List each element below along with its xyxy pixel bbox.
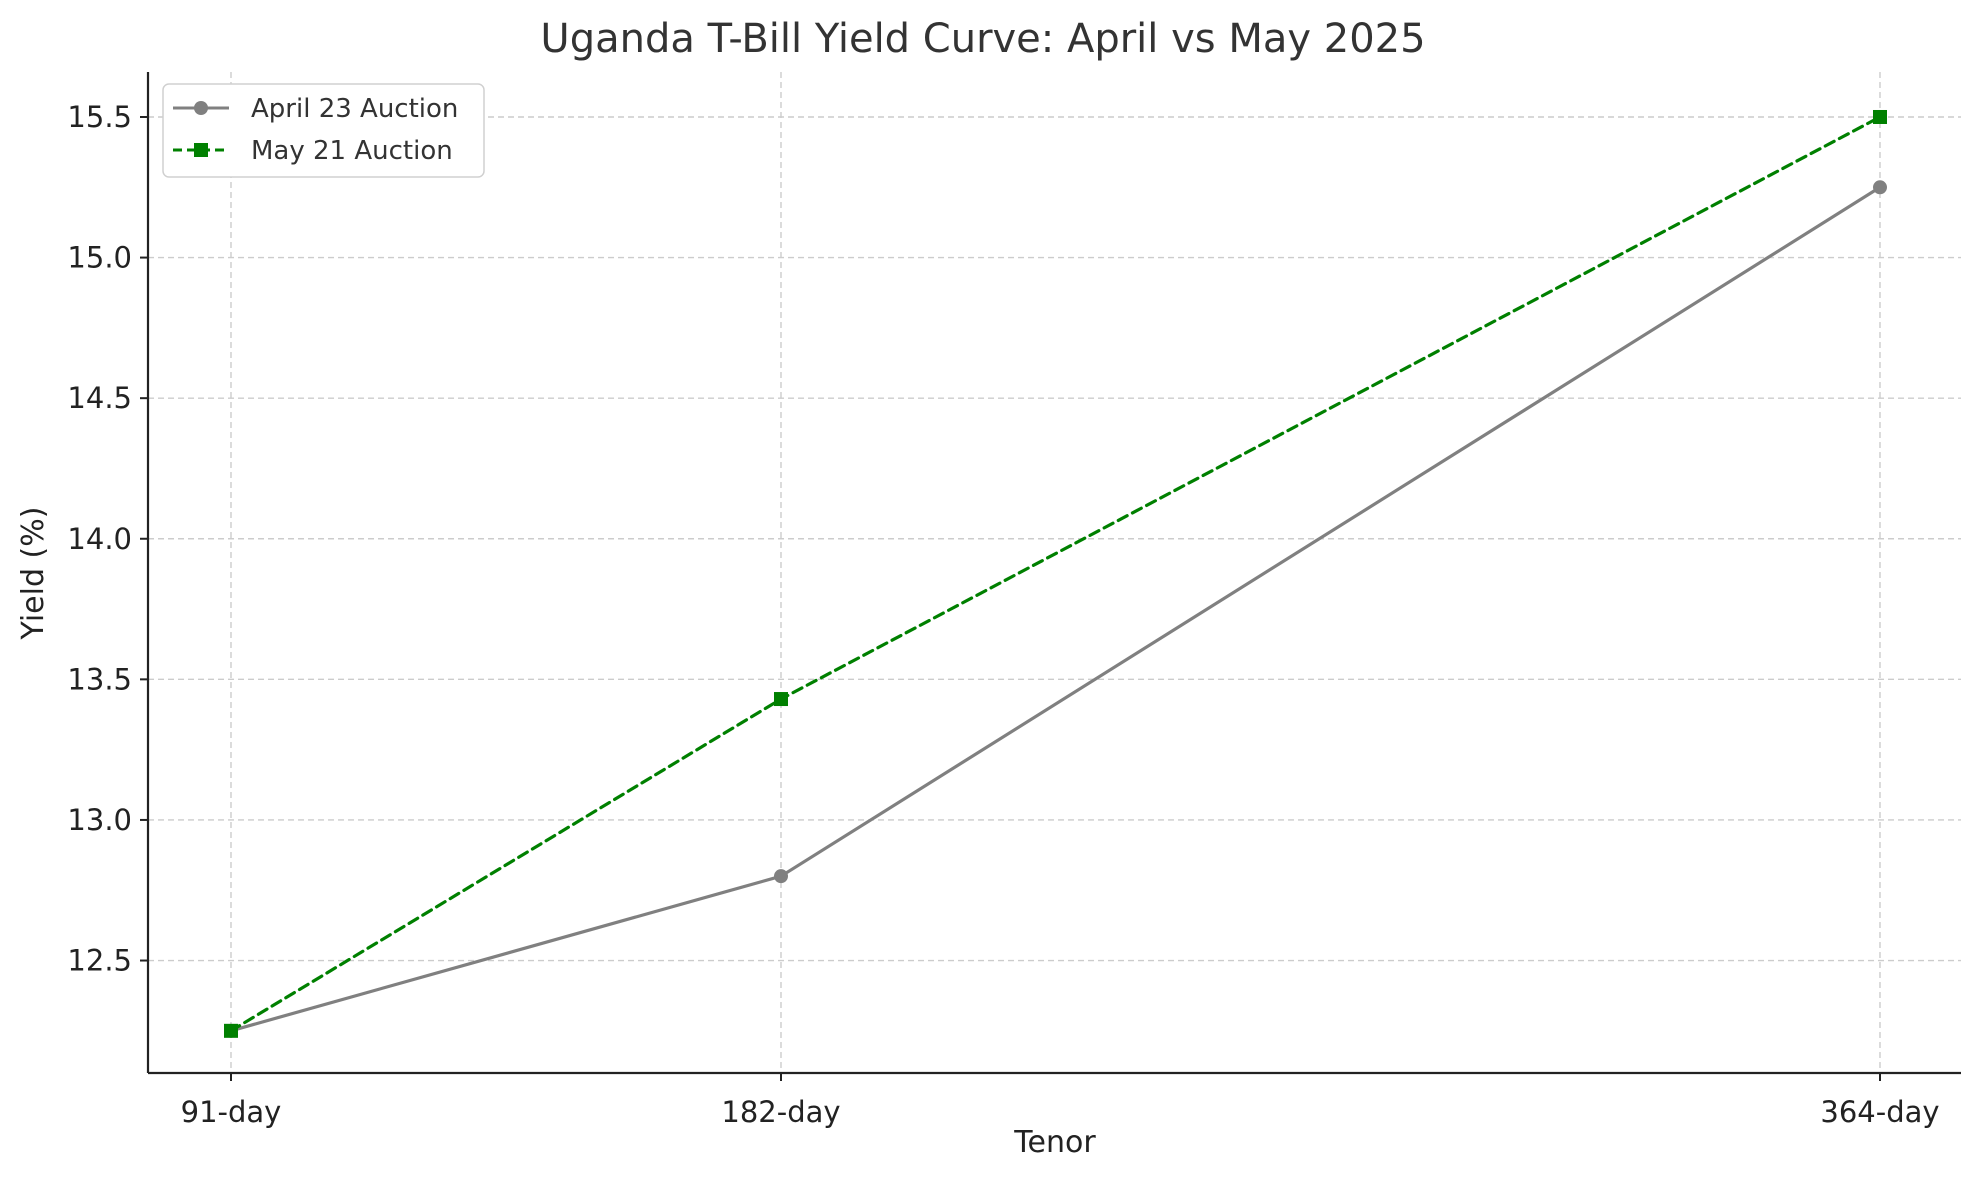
series-1-point <box>224 1023 238 1038</box>
y-tick-label: 13.0 <box>67 803 132 837</box>
legend-marker-may <box>194 143 208 157</box>
series-0-point <box>774 869 788 884</box>
y-tick-label: 13.5 <box>67 662 132 696</box>
data-series <box>224 109 1887 1038</box>
y-tick-label: 14.0 <box>67 522 132 556</box>
y-tick-label: 14.5 <box>67 381 132 415</box>
chart-title: Uganda T-Bill Yield Curve: April vs May … <box>540 16 1425 62</box>
legend-label-may: May 21 Auction <box>251 136 453 166</box>
series-0-point <box>1873 180 1887 195</box>
legend: April 23 Auction May 21 Auction <box>162 83 485 178</box>
y-tick-label: 15.0 <box>67 241 132 275</box>
y-tick-label: 15.5 <box>67 100 132 134</box>
x-tick-label: 364-day <box>1820 1095 1939 1129</box>
legend-box <box>162 83 485 178</box>
y-tick-label: 12.5 <box>67 944 132 978</box>
x-tick-label: 91-day <box>181 1095 282 1129</box>
tick-labels: 12.5 13.0 13.5 14.0 14.5 15.0 15.5 91-day 182-da… <box>67 100 1939 1129</box>
legend-label-april: April 23 Auction <box>251 94 458 124</box>
legend-marker-april <box>194 101 208 115</box>
series-1-point <box>1873 109 1887 124</box>
axes <box>146 72 1961 1075</box>
y-axis-label: Yield (%) <box>16 507 51 641</box>
series-1-point <box>774 692 788 707</box>
x-tick-label: 182-day <box>721 1095 840 1129</box>
x-axis-label: Tenor <box>1013 1125 1096 1160</box>
grid-lines <box>148 72 1961 1073</box>
